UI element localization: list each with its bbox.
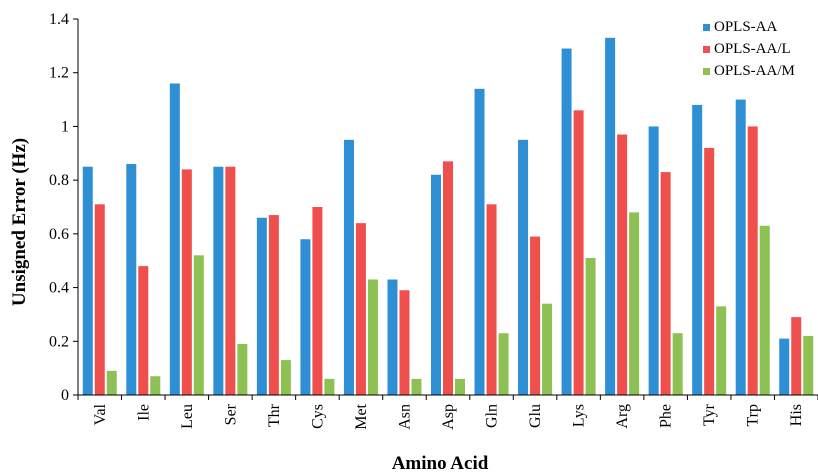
bar-gln-opls-aa-l	[486, 204, 497, 395]
bar-glu-opls-aa-m	[542, 303, 553, 395]
bar-trp-opls-aa	[735, 99, 746, 396]
legend-swatch	[703, 68, 710, 75]
bar-phe-opls-aa	[648, 126, 659, 395]
bar-lys-opls-aa-m	[585, 258, 596, 395]
bar-asp-opls-aa-l	[443, 161, 453, 395]
bar-asp-opls-aa	[431, 174, 441, 395]
bar-ser-opls-aa-l	[225, 166, 236, 395]
bar-thr-opls-aa-l	[268, 215, 279, 395]
y-axis-ticks: 0 0.2 0.4 0.6 0.8 1 1.2 1.4	[49, 11, 78, 404]
bar-thr-opls-aa-m	[280, 360, 291, 395]
bar-trp-opls-aa-l	[747, 126, 758, 395]
bar-val-opls-aa	[82, 166, 93, 395]
x-tick-label: Glu	[527, 404, 544, 428]
legend-label: OPLS-AA/M	[714, 63, 795, 79]
x-tick-label: Asp	[440, 404, 457, 430]
bar-lys-opls-aa	[561, 48, 572, 396]
bar-arg-opls-aa-l	[617, 134, 628, 395]
bar-arg-opls-aa-m	[629, 212, 640, 395]
y-tick-label: 1	[61, 118, 69, 135]
legend: OPLS-AA OPLS-AA/L OPLS-AA/M	[703, 19, 795, 79]
x-axis-title: Amino Acid	[392, 453, 489, 473]
bar-asn-opls-aa-l	[399, 290, 410, 395]
y-tick-label: 0.6	[49, 226, 69, 243]
bar-asp-opls-aa-m	[455, 378, 465, 395]
bar-val-opls-aa-l	[94, 204, 105, 395]
bar-ser-opls-aa	[213, 166, 224, 395]
x-axis-ticks: Val Ile Leu Ser Thr Cys Met Asn Asp Gln Glu Lys Arg P…	[77, 395, 818, 430]
y-axis-title: Unsigned Error (Hz)	[9, 138, 30, 306]
y-tick-label: 1.4	[49, 11, 69, 28]
bar-ile-opls-aa	[126, 164, 137, 395]
x-tick-label: Ile	[135, 404, 152, 421]
y-tick-label: 0.2	[49, 333, 69, 350]
bar-tyr-opls-aa	[692, 104, 703, 395]
bar-ser-opls-aa-m	[237, 343, 248, 395]
bar-asn-opls-aa	[387, 279, 398, 395]
bar-his-opls-aa-l	[791, 317, 802, 395]
x-tick-label: Trp	[745, 404, 762, 427]
x-tick-label: Ser	[222, 403, 239, 425]
y-tick-label: 0	[61, 387, 69, 404]
legend-swatch	[703, 24, 710, 31]
bar-met-opls-aa	[343, 139, 354, 395]
x-tick-label: Thr	[266, 403, 283, 427]
bar-lys-opls-aa-l	[573, 110, 584, 396]
bar-tyr-opls-aa-m	[716, 306, 727, 395]
y-tick-label: 0.4	[49, 280, 69, 297]
bar-his-opls-aa-m	[803, 335, 814, 395]
bar-tyr-opls-aa-l	[704, 147, 715, 395]
bar-cys-opls-aa-l	[312, 207, 323, 395]
y-tick-label: 1.2	[49, 65, 69, 82]
legend-swatch	[703, 46, 710, 53]
bar-leu-opls-aa-l	[181, 169, 192, 395]
x-tick-label: His	[788, 404, 805, 426]
bar-met-opls-aa-m	[367, 279, 378, 395]
bars	[82, 37, 814, 396]
bar-cys-opls-aa-m	[324, 378, 335, 395]
bar-ile-opls-aa-l	[138, 266, 149, 395]
x-tick-label: Cys	[309, 404, 326, 429]
x-tick-label: Val	[92, 403, 109, 425]
x-tick-label: Leu	[179, 404, 196, 429]
bar-leu-opls-aa	[169, 83, 180, 395]
x-tick-label: Met	[353, 403, 370, 429]
bar-asn-opls-aa-m	[411, 378, 422, 395]
bar-glu-opls-aa-l	[530, 236, 541, 395]
x-tick-label: Gln	[484, 404, 501, 428]
bar-phe-opls-aa-m	[672, 333, 683, 395]
bar-trp-opls-aa-m	[759, 225, 770, 395]
bar-phe-opls-aa-l	[660, 172, 671, 395]
bar-gln-opls-aa-m	[498, 333, 509, 395]
bar-thr-opls-aa	[256, 217, 267, 395]
y-tick-label: 0.8	[49, 172, 69, 189]
bar-ile-opls-aa-m	[150, 376, 161, 395]
x-tick-label: Tyr	[701, 403, 718, 426]
bar-gln-opls-aa	[474, 88, 485, 395]
bar-met-opls-aa-l	[355, 223, 366, 395]
bar-glu-opls-aa	[518, 139, 529, 395]
bar-leu-opls-aa-m	[193, 255, 204, 395]
legend-label: OPLS-AA	[714, 19, 778, 35]
bar-arg-opls-aa	[605, 37, 616, 396]
x-tick-label: Asn	[396, 404, 413, 430]
bar-his-opls-aa	[779, 338, 790, 395]
legend-label: OPLS-AA/L	[714, 41, 791, 57]
x-tick-label: Phe	[658, 404, 675, 428]
bar-cys-opls-aa	[300, 239, 311, 395]
x-tick-label: Arg	[614, 404, 631, 429]
x-tick-label: Lys	[571, 404, 588, 427]
bar-val-opls-aa-m	[106, 370, 117, 395]
